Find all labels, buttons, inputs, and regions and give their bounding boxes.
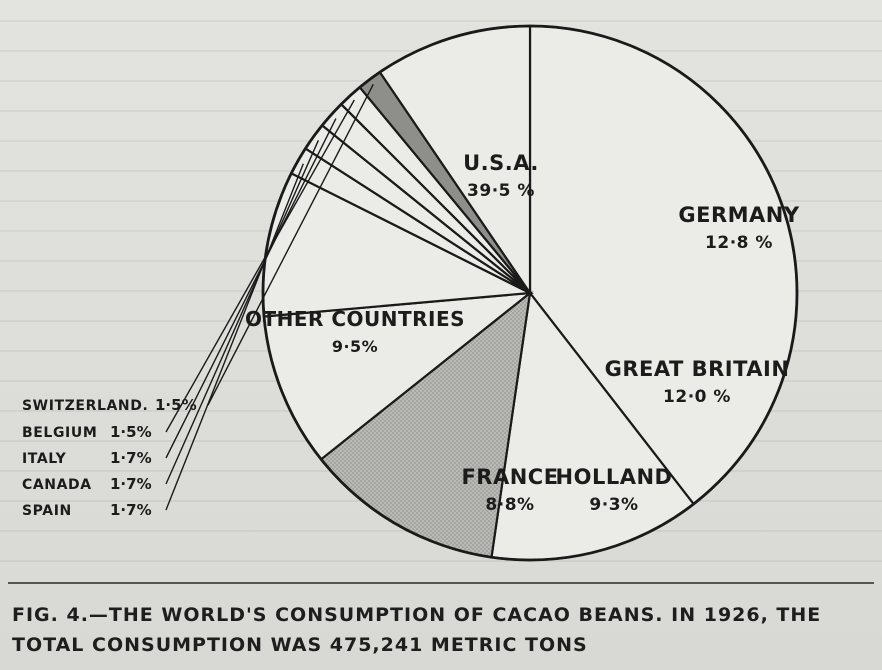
pie-outline (261, 24, 799, 562)
leader-lines (165, 83, 374, 511)
slice-value-u-s-a: 39·5 % (467, 181, 535, 201)
slice-value-spain: 1·7% (110, 501, 152, 519)
slice-value-great-britain: 12·0 % (663, 387, 731, 407)
leader-line-switzerland (207, 83, 374, 406)
slice-label-u-s-a: U.S.A. (463, 151, 539, 175)
leader-line-belgium (165, 99, 355, 433)
pie-slices (261, 24, 799, 562)
slice-label-holland: HOLLAND (556, 465, 673, 489)
slice-label-great-britain: GREAT BRITAIN (605, 357, 790, 381)
slice-value-france: 8·8% (485, 495, 534, 515)
leader-line-italy (165, 118, 337, 459)
caption-line-1: FIG. 4.—THE WORLD'S CONSUMPTION OF CACAO… (12, 604, 822, 626)
slice-labels: U.S.A. 39·5 % GERMANY 12·8 % GREAT BRITAIN 12… (22, 151, 799, 519)
slice-label-belgium: BELGIUM (22, 425, 97, 441)
slice-value-germany: 12·8 % (705, 233, 773, 253)
slice-label-france: FRANCE (461, 465, 558, 489)
caption-rule (8, 582, 874, 584)
slice-label-italy: ITALY (22, 451, 67, 467)
leader-line-spain (165, 163, 304, 511)
slice-label-other-countries: OTHER COUNTRIES (245, 307, 465, 331)
leader-line-canada (165, 140, 320, 485)
slice-label-canada: CANADA (22, 477, 92, 493)
slice-value-other-countries: 9·5% (332, 337, 378, 356)
slice-value-holland: 9·3% (589, 495, 638, 515)
slice-label-switzerland: SWITZERLAND. (22, 398, 148, 414)
slice-label-spain: SPAIN (22, 503, 72, 519)
slice-value-italy: 1·7% (110, 449, 152, 467)
figure-caption: FIG. 4.—THE WORLD'S CONSUMPTION OF CACAO… (12, 600, 872, 660)
slice-value-canada: 1·7% (110, 475, 152, 493)
caption-line-2: TOTAL CONSUMPTION WAS 475,241 METRIC TON… (12, 634, 588, 656)
pie-chart: U.S.A. 39·5 % GERMANY 12·8 % GREAT BRITAIN 12… (22, 24, 799, 562)
slice-value-switzerland: 1·5% (155, 396, 197, 414)
slice-label-germany: GERMANY (678, 203, 799, 227)
slice-value-belgium: 1·5% (110, 423, 152, 441)
